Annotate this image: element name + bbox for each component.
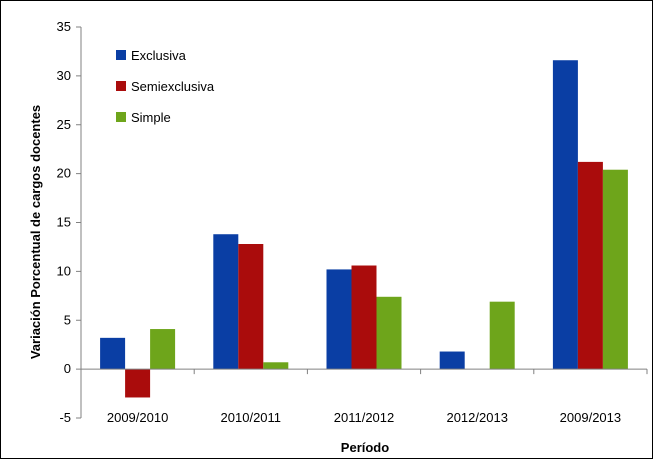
x-tick-label: 2009/2010 <box>107 410 168 425</box>
x-axis-tick-labels: 2009/2010 2010/2011 2011/2012 2012/2013 2009… <box>80 369 648 425</box>
x-tick-label: 2009/2013 <box>560 410 621 425</box>
y-tick-label: 30 <box>57 68 71 83</box>
y-axis: -5 0 5 10 15 20 25 30 35 <box>57 19 81 425</box>
y-tick-label: 5 <box>64 312 71 327</box>
bar-simple-1 <box>150 329 176 370</box>
legend-label-simple: Simple <box>131 110 171 125</box>
bar-semiexclusiva-1 <box>125 369 151 398</box>
y-tick-label: 15 <box>57 215 71 230</box>
y-axis-title: Variación Porcentual de cargos docentes <box>28 105 43 359</box>
legend-label-exclusiva: Exclusiva <box>131 48 187 63</box>
bar-simple-4 <box>489 301 515 370</box>
bars <box>100 60 628 398</box>
bar-exclusiva-5 <box>552 60 578 370</box>
bar-simple-2 <box>263 362 289 370</box>
y-tick-label: -5 <box>59 410 71 425</box>
x-tick-label: 2011/2012 <box>334 410 395 425</box>
x-axis-title: Período <box>341 440 389 455</box>
bar-semiexclusiva-2 <box>238 244 264 370</box>
legend-swatch-exclusiva <box>116 50 126 60</box>
legend: Exclusiva Semiexclusiva Simple <box>116 48 215 125</box>
legend-swatch-semiexclusiva <box>116 81 126 91</box>
x-tick-label: 2010/2011 <box>221 410 282 425</box>
bar-exclusiva-2 <box>213 234 239 370</box>
legend-swatch-simple <box>116 112 126 122</box>
bar-exclusiva-3 <box>326 269 352 370</box>
y-tick-label: 0 <box>64 361 71 376</box>
y-tick-label: 25 <box>57 117 71 132</box>
legend-label-semiexclusiva: Semiexclusiva <box>131 79 215 94</box>
bar-simple-3 <box>376 296 402 370</box>
bar-exclusiva-1 <box>100 337 126 370</box>
bar-semiexclusiva-3 <box>351 265 377 370</box>
bar-simple-5 <box>602 169 628 370</box>
y-tick-label: 20 <box>57 166 71 181</box>
bar-exclusiva-4 <box>439 351 465 370</box>
y-tick-label: 35 <box>57 19 71 34</box>
bar-semiexclusiva-5 <box>577 161 603 370</box>
y-tick-label: 10 <box>57 263 71 278</box>
x-tick-label: 2012/2013 <box>446 410 507 425</box>
